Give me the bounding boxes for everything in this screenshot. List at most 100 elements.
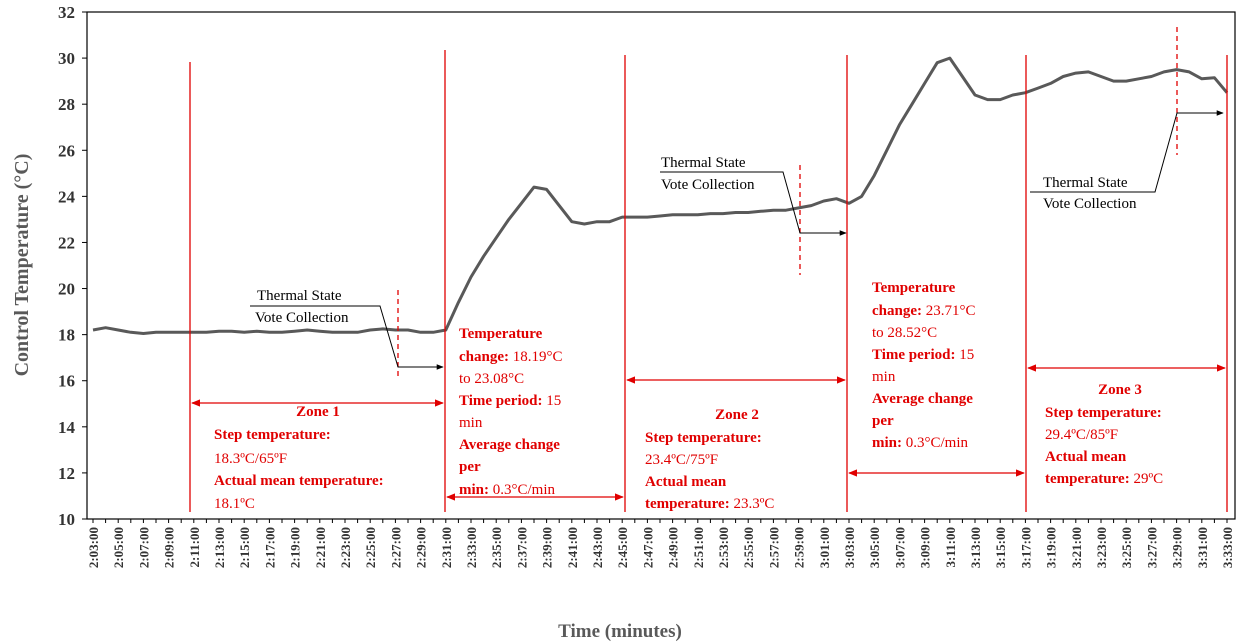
x-tick-label: 3:11:00 — [943, 527, 958, 567]
x-tick-label: 3:23:00 — [1094, 527, 1109, 568]
x-tick-label: 2:27:00 — [388, 527, 403, 568]
y-tick-label: 22 — [58, 233, 75, 252]
change-text: 15 — [546, 393, 561, 409]
x-tick-label: 2:29:00 — [414, 527, 429, 568]
vote-arrow — [1030, 110, 1224, 193]
zone-text: 18.1ºC — [214, 496, 255, 512]
change-text: 0.3°C/min — [906, 435, 969, 451]
zone-text: temperature: 29ºC — [1045, 471, 1163, 487]
x-tick-label: 3:17:00 — [1018, 527, 1033, 568]
change-text: 15 — [959, 347, 974, 363]
vote-label: Vote Collection — [1043, 196, 1137, 212]
x-tick-label: 3:13:00 — [968, 527, 983, 568]
x-tick-label: 2:31:00 — [439, 527, 454, 568]
vote-label: Vote Collection — [255, 310, 349, 326]
change-text: Time period: — [459, 393, 542, 409]
y-tick-label: 28 — [58, 95, 75, 114]
zone-text: temperature: — [1045, 471, 1130, 487]
zone-text: 18.3ºC/65ºF — [214, 451, 287, 467]
x-tick-label: 2:47:00 — [640, 527, 655, 568]
y-tick-label: 30 — [58, 49, 75, 68]
y-axis-title: Control Temperature (°C) — [11, 154, 33, 377]
change-text: change: 23.71°C — [872, 303, 976, 319]
y-tick-label: 10 — [58, 510, 75, 529]
change-text: 0.3°C/min — [493, 482, 556, 498]
x-tick-label: 2:37:00 — [514, 527, 529, 568]
change-text: Time period: 15 — [459, 393, 561, 409]
change-text: Average change — [872, 391, 973, 407]
x-tick-label: 3:15:00 — [993, 527, 1008, 568]
change-text: Time period: 15 — [872, 347, 974, 363]
x-tick-label: 2:05:00 — [111, 527, 126, 568]
x-tick-label: 3:03:00 — [842, 527, 857, 568]
change-text: Temperature — [459, 326, 543, 342]
x-tick-label: 2:55:00 — [741, 527, 756, 568]
zone-text: 23.4ºC/75ºF — [645, 452, 718, 468]
x-tick-label: 2:59:00 — [792, 527, 807, 568]
change-text: per — [872, 413, 894, 429]
x-tick-label: 2:41:00 — [565, 527, 580, 568]
zone-title: Zone 2 — [715, 407, 759, 423]
zone-text: Step temperature: — [645, 430, 762, 446]
change-text: Average change — [459, 437, 560, 453]
x-tick-label: 2:03:00 — [86, 527, 101, 568]
change-text: change: — [459, 349, 509, 365]
change-text: to 28.52°C — [872, 325, 937, 341]
x-tick-label: 2:09:00 — [162, 527, 177, 568]
x-tick-label: 3:25:00 — [1119, 527, 1134, 568]
change-text: min: — [872, 435, 902, 451]
zone-text: 23.3ºC — [733, 496, 774, 512]
change-text: to 23.08°C — [459, 371, 524, 387]
x-tick-label: 3:19:00 — [1044, 527, 1059, 568]
x-tick-label: 2:23:00 — [338, 527, 353, 568]
x-tick-label: 2:43:00 — [590, 527, 605, 568]
x-tick-label: 3:31:00 — [1195, 527, 1210, 568]
x-tick-label: 2:49:00 — [666, 527, 681, 568]
x-axis-title: Time (minutes) — [558, 621, 682, 642]
x-tick-label: 2:19:00 — [288, 527, 303, 568]
change-text: min — [459, 415, 483, 431]
vote-label: Thermal State — [661, 155, 746, 171]
vote-arrow — [660, 171, 847, 236]
x-tick-label: 2:39:00 — [540, 527, 555, 568]
x-tick-label: 2:13:00 — [212, 527, 227, 568]
zone-text: Actual mean temperature: — [214, 473, 384, 489]
y-tick-label: 26 — [58, 141, 75, 160]
vote-label: Vote Collection — [661, 177, 755, 193]
y-tick-label: 12 — [58, 464, 75, 483]
x-tick-label: 3:33:00 — [1220, 527, 1235, 568]
x-tick-label: 2:51:00 — [691, 527, 706, 568]
y-tick-label: 24 — [58, 187, 76, 206]
zone-text: 29ºC — [1133, 471, 1163, 487]
change-text: change: — [872, 303, 922, 319]
y-tick-label: 14 — [58, 418, 76, 437]
vote-arrow — [250, 305, 444, 370]
x-tick-label: 2:25:00 — [363, 527, 378, 568]
change-text: change: 18.19°C — [459, 349, 563, 365]
zone-text: Step temperature: — [1045, 405, 1162, 421]
change-text: Temperature — [872, 280, 956, 296]
x-tick-label: 3:27:00 — [1144, 527, 1159, 568]
change-text: min: 0.3°C/min — [872, 435, 969, 451]
zone-title: Zone 3 — [1098, 382, 1142, 398]
change-text: Time period: — [872, 347, 955, 363]
change-text: per — [459, 459, 481, 475]
annotations: Thermal State Vote Collection Thermal St… — [189, 27, 1228, 512]
zone-text: 29.4ºC/85ºF — [1045, 427, 1118, 443]
data-line — [92, 56, 1229, 335]
x-tick-label: 3:05:00 — [867, 527, 882, 568]
zone-text: Actual mean — [1045, 449, 1127, 465]
y-tick-label: 18 — [58, 326, 75, 345]
zone-text: temperature: 23.3ºC — [645, 496, 774, 512]
change-text: min: — [459, 482, 489, 498]
vote-label: Thermal State — [1043, 175, 1128, 191]
x-tick-label: 3:09:00 — [918, 527, 933, 568]
x-tick-label: 3:21:00 — [1069, 527, 1084, 568]
y-tick-label: 16 — [58, 372, 75, 391]
y-tick-label: 20 — [58, 280, 75, 299]
x-tick-label: 2:15:00 — [237, 527, 252, 568]
x-tick-label: 2:53:00 — [716, 527, 731, 568]
plot: 10 12 14 16 18 20 22 24 26 28 30 32 2:03:00 2:05:00 2:… — [58, 3, 1235, 568]
zone-text: temperature: — [645, 496, 730, 512]
